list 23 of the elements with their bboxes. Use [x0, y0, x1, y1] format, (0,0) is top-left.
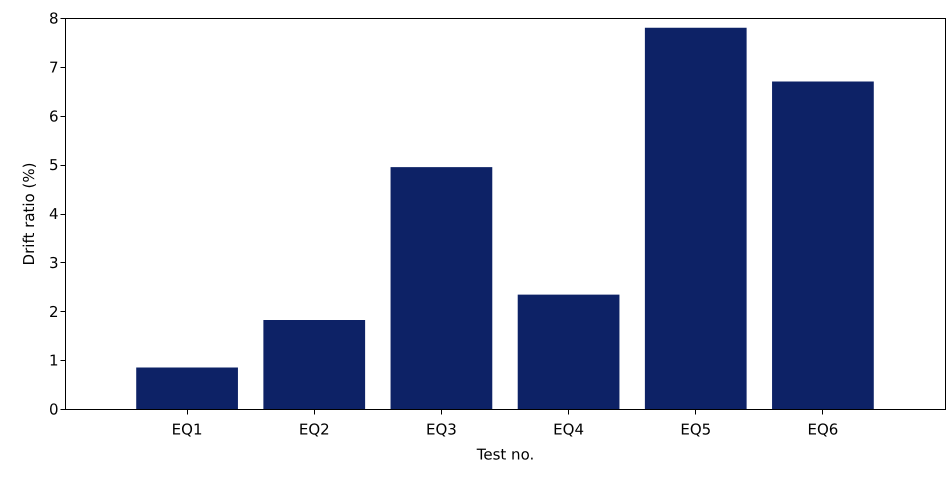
- y-axis-title: Drift ratio (%): [20, 162, 38, 266]
- x-tick-label: EQ4: [553, 420, 584, 438]
- x-tick-label: EQ3: [426, 420, 457, 438]
- y-tick-label: 5: [48, 156, 58, 174]
- bar: [644, 28, 747, 409]
- bar: [263, 320, 366, 409]
- y-tick-label: 3: [48, 254, 58, 272]
- x-tick-label: EQ5: [680, 420, 712, 438]
- x-tick-label: EQ1: [172, 420, 202, 438]
- bar: [390, 167, 492, 409]
- y-tick-label: 0: [48, 400, 58, 418]
- x-tick-label: EQ6: [808, 420, 838, 438]
- bar: [772, 82, 874, 409]
- bar: [518, 294, 620, 409]
- x-axis-title: Test no.: [476, 446, 534, 464]
- y-tick-label: 7: [48, 58, 58, 76]
- x-tick-label: EQ2: [298, 420, 330, 438]
- y-tick-label: 4: [48, 205, 58, 223]
- bar: [136, 367, 238, 409]
- y-tick-label: 2: [48, 302, 58, 321]
- y-tick-label: 1: [48, 352, 58, 370]
- y-tick-label: 8: [48, 10, 58, 28]
- y-tick-label: 6: [48, 107, 58, 126]
